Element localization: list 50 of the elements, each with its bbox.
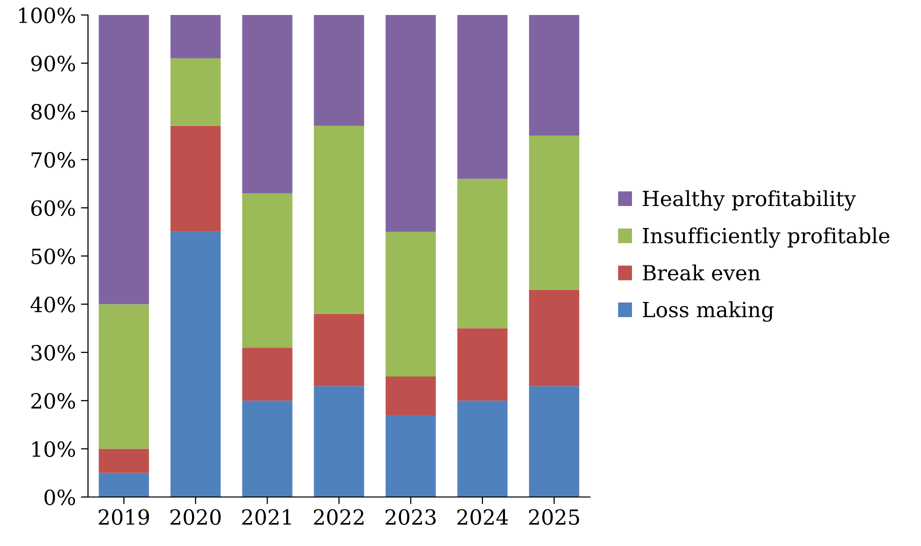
bar bbox=[386, 415, 436, 497]
bar bbox=[242, 15, 292, 194]
bar bbox=[529, 290, 580, 386]
bar bbox=[242, 400, 292, 497]
bar bbox=[457, 15, 508, 179]
y-tick-label: 60% bbox=[31, 200, 76, 216]
legend-label: Insufficiently profitable bbox=[642, 227, 890, 248]
x-tick-label: 2019 bbox=[98, 509, 149, 525]
bar bbox=[529, 136, 580, 290]
y-tick-label: 10% bbox=[32, 441, 76, 458]
y-tick-label: 100% bbox=[19, 7, 76, 24]
bar bbox=[457, 328, 508, 401]
bar bbox=[98, 304, 149, 449]
legend-label: Break even bbox=[642, 264, 760, 281]
x-tick-label: 2022 bbox=[314, 509, 364, 525]
x-tick-label: 2023 bbox=[386, 509, 436, 525]
bar bbox=[170, 126, 221, 232]
y-tick-label: 80% bbox=[31, 104, 76, 120]
bar bbox=[457, 178, 508, 328]
y-tick-label: 40% bbox=[30, 296, 76, 312]
bar bbox=[457, 400, 508, 497]
x-tick-label: 2024 bbox=[457, 509, 508, 525]
bar bbox=[170, 15, 221, 58]
bar bbox=[529, 15, 580, 136]
bar bbox=[314, 126, 364, 314]
y-tick-label: 50% bbox=[32, 248, 76, 264]
x-tick-label: 2025 bbox=[529, 509, 580, 525]
bar bbox=[314, 15, 364, 126]
y-tick-label: 90% bbox=[31, 56, 76, 72]
bar bbox=[529, 386, 580, 497]
legend-label: Loss making bbox=[642, 301, 774, 322]
bar bbox=[170, 58, 221, 126]
y-tick-label: 30% bbox=[31, 344, 76, 361]
x-tick-label: 2020 bbox=[170, 509, 221, 525]
bar bbox=[170, 232, 221, 497]
bar bbox=[242, 348, 292, 401]
legend-label: Healthy profitability bbox=[642, 190, 856, 211]
bar bbox=[386, 15, 436, 232]
y-tick-label: 20% bbox=[31, 393, 76, 409]
bar bbox=[98, 448, 149, 473]
bar bbox=[386, 376, 436, 416]
bar bbox=[386, 232, 436, 376]
y-tick-label: 70% bbox=[32, 152, 76, 168]
bar bbox=[314, 386, 364, 497]
bar bbox=[242, 193, 292, 348]
x-tick-label: 2021 bbox=[242, 509, 291, 525]
bar bbox=[314, 314, 364, 386]
bar bbox=[98, 472, 149, 497]
bar bbox=[98, 15, 149, 304]
y-tick-label: 0% bbox=[44, 489, 76, 506]
